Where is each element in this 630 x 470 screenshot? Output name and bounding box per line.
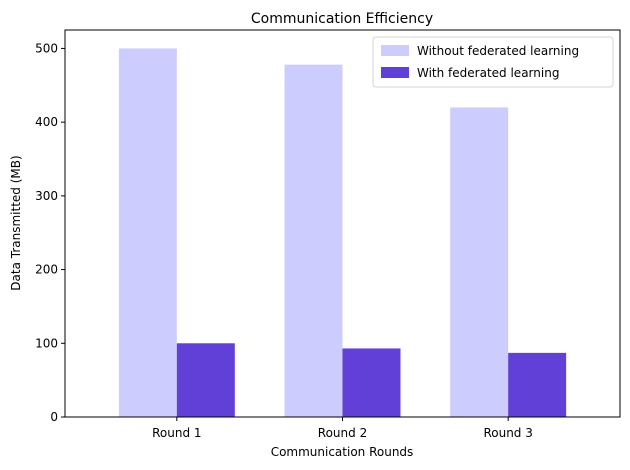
legend-label-2: With federated learning: [417, 66, 559, 80]
bar-series-1-round-3: [450, 107, 509, 418]
bar-series-1-round-1: [118, 48, 177, 418]
x-axis: Round 1 Round 2 Round 3: [152, 417, 533, 440]
bar-series-2-round-2: [342, 348, 401, 417]
legend-label-1: Without federated learning: [417, 44, 579, 58]
x-tick-label: Round 3: [483, 426, 532, 440]
x-axis-label: Communication Rounds: [271, 445, 414, 459]
x-tick-label: Round 1: [152, 426, 201, 440]
bar-series-2-round-1: [176, 343, 235, 417]
y-axis-label: Data Transmitted (MB): [9, 155, 23, 290]
y-tick-label: 300: [35, 189, 58, 203]
y-tick-label: 100: [35, 336, 58, 350]
y-axis: 0 100 200 300 400 500: [35, 41, 65, 424]
x-tick-label: Round 2: [318, 426, 367, 440]
legend: Without federated learning With federated…: [372, 36, 614, 88]
y-tick-label: 500: [35, 41, 58, 55]
legend-box: [372, 36, 614, 88]
y-tick-label: 200: [35, 263, 58, 277]
y-tick-label: 400: [35, 115, 58, 129]
legend-swatch-2: [381, 67, 409, 78]
bar-series-2-round-3: [508, 352, 567, 417]
bar-series-1-round-2: [284, 64, 343, 417]
chart-title: Communication Efficiency: [251, 11, 433, 27]
bars-layer: [118, 48, 567, 418]
legend-swatch-1: [381, 45, 409, 56]
y-tick-label: 0: [50, 410, 58, 424]
